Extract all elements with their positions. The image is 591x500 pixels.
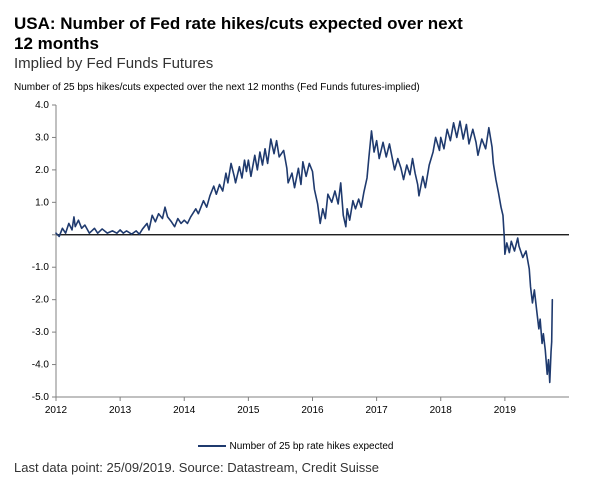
legend-label: Number of 25 bp rate hikes expected [230, 441, 394, 452]
title-line-2: 12 months [14, 34, 99, 53]
svg-text:2.0: 2.0 [35, 165, 49, 176]
legend-line-icon [198, 445, 226, 447]
chart-inner-title: Number of 25 bps hikes/cuts expected ove… [14, 82, 577, 93]
svg-text:-4.0: -4.0 [32, 360, 50, 371]
svg-text:2019: 2019 [494, 405, 517, 416]
legend-item: Number of 25 bp rate hikes expected [198, 441, 394, 452]
svg-text:2015: 2015 [237, 405, 260, 416]
title-line-1: USA: Number of Fed rate hikes/cuts expec… [14, 14, 463, 33]
svg-text:-3.0: -3.0 [32, 327, 50, 338]
svg-text:2016: 2016 [301, 405, 324, 416]
svg-text:2014: 2014 [173, 405, 196, 416]
svg-text:2012: 2012 [45, 405, 68, 416]
svg-text:-1.0: -1.0 [32, 262, 50, 273]
chart-svg: -5.0 -4.0 -3.0 -2.0 -1.0 1.0 2.0 3.0 4.0 2012 2013… [14, 97, 577, 427]
chart-container: USA: Number of Fed rate hikes/cuts expec… [0, 0, 591, 485]
source-footer: Last data point: 25/09/2019. Source: Dat… [14, 460, 577, 475]
svg-text:4.0: 4.0 [35, 100, 49, 111]
svg-text:2017: 2017 [366, 405, 389, 416]
svg-text:2013: 2013 [109, 405, 132, 416]
chart-legend: Number of 25 bp rate hikes expected [14, 434, 577, 452]
line-chart: -5.0 -4.0 -3.0 -2.0 -1.0 1.0 2.0 3.0 4.0 2012 2013… [14, 97, 577, 432]
svg-text:-5.0: -5.0 [32, 392, 50, 403]
page-subtitle: Implied by Fed Funds Futures [14, 55, 577, 72]
svg-text:3.0: 3.0 [35, 133, 49, 144]
page-title: USA: Number of Fed rate hikes/cuts expec… [14, 14, 577, 53]
svg-text:2018: 2018 [430, 405, 453, 416]
svg-text:1.0: 1.0 [35, 197, 49, 208]
svg-text:-2.0: -2.0 [32, 295, 50, 306]
